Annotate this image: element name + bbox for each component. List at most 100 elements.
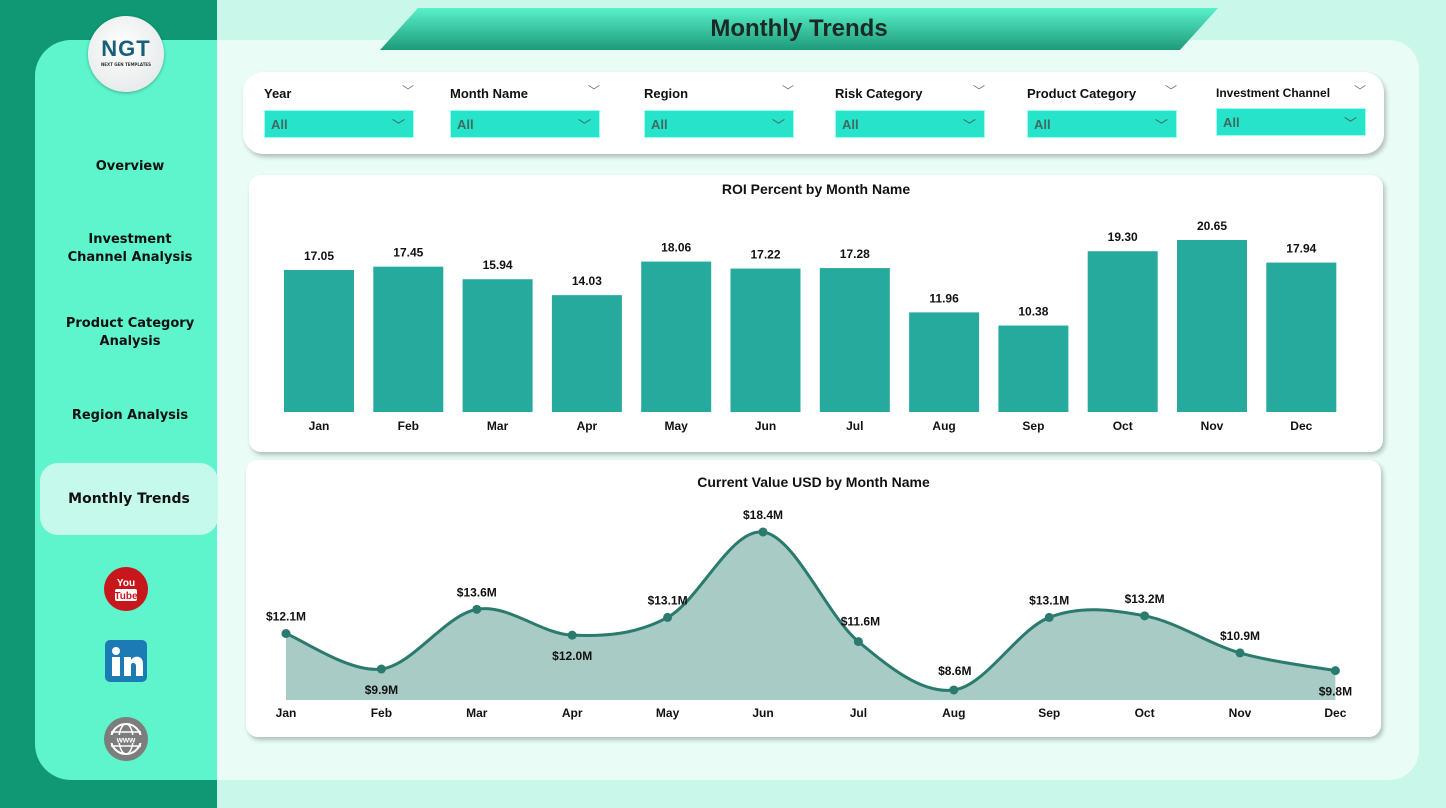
dropdown-value: All <box>271 117 288 132</box>
x-tick-label: Sep <box>1022 419 1044 433</box>
data-label: $13.2M <box>1125 592 1165 606</box>
data-label: 17.22 <box>750 248 780 262</box>
sidebar-item-monthly-trends[interactable]: Monthly Trends <box>40 463 218 535</box>
dropdown-value: All <box>651 117 668 132</box>
chart-title: ROI Percent by Month Name <box>721 181 911 197</box>
chevron-down-icon[interactable]: ﹀ <box>781 84 794 98</box>
data-label: $9.8M <box>1319 685 1352 699</box>
product-category-dropdown[interactable]: All ﹀ <box>1027 110 1177 138</box>
bar-jun <box>730 268 801 412</box>
x-tick-label: Feb <box>398 419 419 433</box>
data-label: $12.0M <box>552 649 592 663</box>
x-tick-label: Jan <box>276 706 297 720</box>
chevron-down-icon[interactable]: ﹀ <box>1164 84 1177 98</box>
filter-label: Product Category <box>1027 86 1137 101</box>
filter-label: Month Name <box>450 86 528 101</box>
data-label: 15.94 <box>483 258 513 272</box>
chevron-down-icon: ﹀ <box>577 119 591 134</box>
bar-sep <box>998 325 1069 412</box>
x-tick-label: Apr <box>577 419 598 433</box>
x-tick-label: Sep <box>1038 706 1060 720</box>
risk-category-dropdown[interactable]: All ﹀ <box>835 110 985 138</box>
x-tick-label: Mar <box>487 419 509 433</box>
chevron-down-icon[interactable]: ﹀ <box>972 84 985 98</box>
x-tick-label: Apr <box>562 706 583 720</box>
dropdown-value: All <box>842 117 859 132</box>
x-tick-label: Dec <box>1290 419 1312 433</box>
x-tick-label: Jun <box>755 419 776 433</box>
data-point-oct <box>1140 611 1150 621</box>
current-value-area-chart: $12.1M Jan $9.9M Feb $13.6M Mar $12.0M Apr $13.1… <box>266 508 1352 720</box>
filter-label: Investment Channel <box>1216 86 1331 100</box>
bar-oct <box>1087 251 1158 412</box>
ngt-logo: NGT NEXT GEN TEMPLATES <box>88 16 164 92</box>
bar-may <box>641 261 712 412</box>
data-label: $13.1M <box>648 593 688 607</box>
x-tick-label: Dec <box>1324 706 1346 720</box>
dropdown-value: All <box>1034 117 1051 132</box>
region-dropdown[interactable]: All ﹀ <box>644 110 794 138</box>
data-label: 17.05 <box>304 249 334 263</box>
page-title: Monthly Trends <box>380 8 1218 50</box>
dropdown-value: All <box>1223 115 1240 130</box>
x-tick-label: Oct <box>1135 706 1155 720</box>
chevron-down-icon: ﹀ <box>771 119 785 134</box>
x-tick-label: Jan <box>309 419 330 433</box>
youtube-icon[interactable]: You Tube <box>104 567 148 611</box>
sidebar-item-overview[interactable]: Overview <box>95 159 165 174</box>
data-label: $9.9M <box>365 683 398 697</box>
filter-label: Region <box>644 86 689 101</box>
sidebar-item-product-category-analysis[interactable]: Product Category Analysis <box>65 316 195 349</box>
data-label: $12.1M <box>266 610 306 624</box>
data-point-mar <box>472 604 482 614</box>
svg-text:www: www <box>116 736 136 745</box>
roi-bar-chart: 17.05 Jan 17.45 Feb 15.94 Mar 14.03 Apr 18.06 May… <box>284 219 1337 433</box>
data-label: 17.45 <box>393 246 423 260</box>
x-tick-label: Mar <box>466 706 488 720</box>
x-tick-label: Nov <box>1229 706 1252 720</box>
filter-label: Year <box>264 86 292 101</box>
x-tick-label: Jun <box>752 706 773 720</box>
chevron-down-icon[interactable]: ﹀ <box>1353 84 1366 98</box>
dropdown-value: All <box>457 117 474 132</box>
x-tick-label: Nov <box>1201 419 1224 433</box>
website-globe-icon[interactable]: www <box>104 717 148 761</box>
chevron-down-icon[interactable]: ﹀ <box>587 84 600 98</box>
bar-nov <box>1177 240 1247 412</box>
logo-text: NGT <box>101 36 151 61</box>
data-point-apr <box>567 630 577 640</box>
bar-dec <box>1266 262 1337 412</box>
sidebar-item-investment-channel-analysis[interactable]: Investment Channel Analysis <box>67 232 193 265</box>
data-label: 14.03 <box>572 274 602 288</box>
data-label: $18.4M <box>743 508 783 522</box>
x-tick-label: Jul <box>850 706 867 720</box>
data-label: 20.65 <box>1197 219 1227 233</box>
linkedin-icon[interactable] <box>104 639 148 683</box>
chevron-down-icon[interactable]: ﹀ <box>401 84 414 98</box>
data-label: $10.9M <box>1220 629 1260 643</box>
sidebar-item-region-analysis[interactable]: Region Analysis <box>71 408 189 423</box>
data-label: $8.6M <box>938 664 971 678</box>
investment-channel-dropdown[interactable]: All ﹀ <box>1216 108 1366 136</box>
data-label: 11.96 <box>929 291 959 305</box>
x-tick-label: May <box>665 419 689 433</box>
data-point-jun <box>758 527 768 537</box>
data-label: 17.28 <box>840 247 870 261</box>
data-label: $13.6M <box>457 585 497 599</box>
bar-feb <box>373 266 444 412</box>
bar-jan <box>284 269 354 412</box>
bar-mar <box>462 279 533 412</box>
bar-aug <box>909 312 980 412</box>
chevron-down-icon: ﹀ <box>962 119 976 134</box>
data-point-aug <box>949 685 959 695</box>
month-name-dropdown[interactable]: All ﹀ <box>450 110 600 138</box>
year-dropdown[interactable]: All ﹀ <box>264 110 414 138</box>
data-label: 10.38 <box>1018 305 1048 319</box>
data-label: 17.94 <box>1286 242 1316 256</box>
x-tick-label: Aug <box>942 706 965 720</box>
data-point-dec <box>1330 666 1340 676</box>
data-label: $11.6M <box>841 615 880 629</box>
x-tick-label: Feb <box>371 706 392 720</box>
data-point-may <box>663 612 673 622</box>
chart-title: Current Value USD by Month Name <box>697 474 930 490</box>
